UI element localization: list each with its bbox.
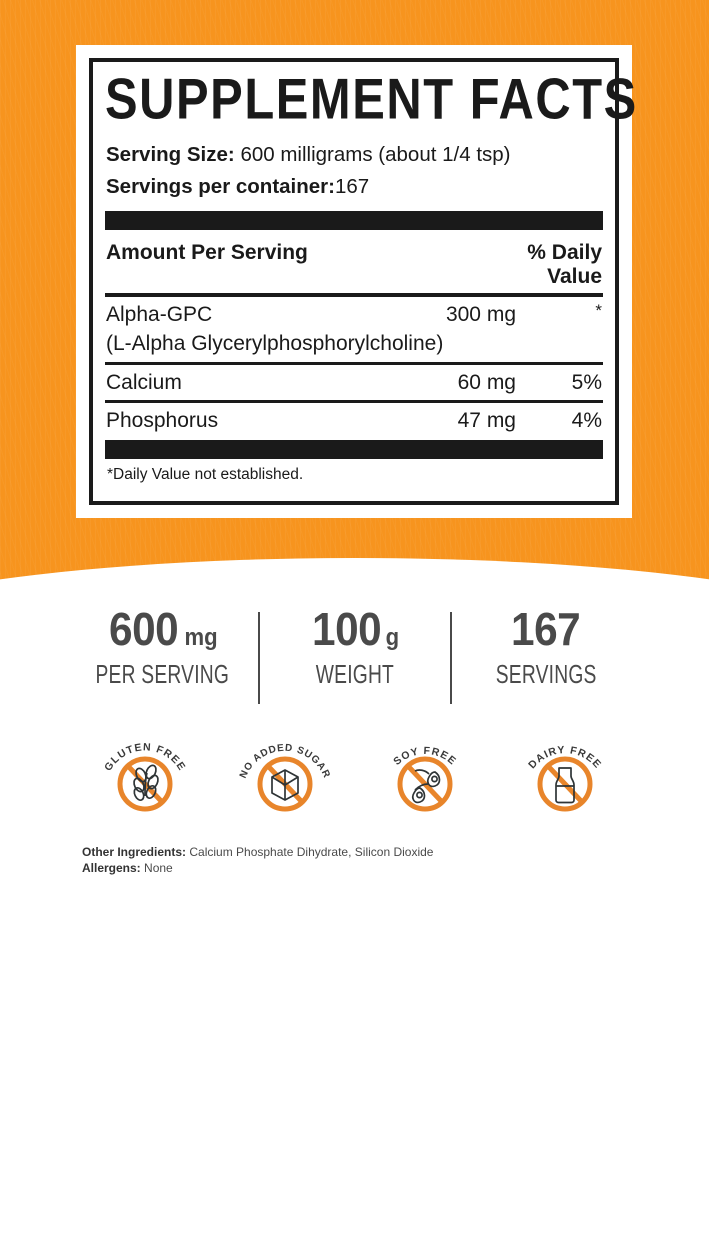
svg-text:SOY FREE: SOY FREE [391, 745, 458, 768]
servings-per-container-label: Servings per container: [106, 175, 335, 198]
wheat-icon [117, 756, 172, 812]
other-ingredients-value: Calcium Phosphate Dihydrate, Silicon Dio… [189, 845, 434, 859]
stat-caption: SERVINGS [496, 659, 597, 689]
daily-value-header: % Daily Value [527, 241, 602, 288]
stat-value-group: 600 mg [106, 606, 218, 652]
allergens-line: Allergens: None [82, 861, 642, 877]
supplement-facts-border: SUPPLEMENT FACTS Serving Size: 600 milli… [89, 58, 636, 505]
row-rule [105, 362, 603, 365]
badge-dairy-free: DAIRY FREE [513, 722, 617, 822]
table-header-row: Amount Per Serving % Daily Value [104, 230, 604, 293]
serving-size-label: Serving Size: [106, 143, 235, 166]
bottom-black-bar [105, 440, 603, 459]
header-rule [105, 293, 603, 297]
sugar-cube-icon [257, 756, 312, 812]
nutrient-name: Phosphorus [106, 409, 219, 432]
stat-divider [257, 612, 260, 704]
stat-number: 167 [511, 603, 581, 655]
stats-strip: 600 mg PER SERVING 100 g WEIGHT 167 SERV… [0, 606, 709, 706]
other-ingredients-label: Other Ingredients: [82, 845, 187, 859]
badge-no-added-sugar: NO ADDED SUGAR [233, 722, 337, 822]
allergens-label: Allergens: [82, 860, 141, 875]
ingredients-block: Other Ingredients: Calcium Phosphate Dih… [82, 845, 642, 876]
servings-per-container-line: Servings per container:167 [106, 173, 604, 200]
nutrient-amount: 300 mg [445, 303, 516, 326]
stat-caption: WEIGHT [315, 659, 394, 689]
table-row: Phosphorus 47 mg 4% [104, 403, 604, 438]
nutrient-amount: 47 mg [457, 409, 516, 432]
stat-caption: PER SERVING [95, 659, 230, 689]
row-rule [105, 400, 603, 403]
amount-per-serving-header: Amount Per Serving [106, 241, 308, 264]
stat-servings: 167 SERVINGS [452, 606, 642, 690]
certification-badges: GLUTEN FREE NO ADDED SUG [0, 722, 709, 822]
stat-per-serving: 600 mg PER SERVING [68, 606, 258, 690]
nutrient-name: Calcium [106, 371, 182, 394]
table-row: Calcium 60 mg 5% [104, 365, 604, 400]
milk-bottle-icon [537, 756, 592, 812]
stat-number: 100 [312, 603, 382, 655]
other-ingredients-line: Other Ingredients: Calcium Phosphate Dih… [82, 845, 642, 861]
badge-gluten-free: GLUTEN FREE [93, 722, 197, 822]
stat-weight: 100 g WEIGHT [260, 606, 450, 690]
stat-unit: mg [184, 624, 218, 651]
serving-size-value: 600 milligrams (about 1/4 tsp) [240, 143, 511, 166]
page-title: SUPPLEMENT FACTS [105, 66, 638, 131]
footnote: *Daily Value not established. [107, 466, 304, 483]
stat-value-group: 100 g [309, 606, 400, 652]
soybean-icon [397, 756, 452, 812]
servings-per-container-value: 167 [334, 175, 370, 198]
nutrient-daily-value: 4% [571, 409, 602, 432]
nutrient-name: Alpha-GPC [106, 303, 213, 326]
badge-label: SOY FREE [391, 745, 457, 768]
nutrient-amount: 60 mg [457, 371, 516, 394]
supplement-facts-panel: SUPPLEMENT FACTS Serving Size: 600 milli… [76, 45, 636, 518]
stat-divider [449, 612, 452, 704]
badge-soy-free: SOY FREE [373, 722, 477, 822]
top-black-bar [105, 211, 603, 230]
nutrient-daily-value: * [595, 301, 602, 320]
serving-size-line: Serving Size: 600 milligrams (about 1/4 … [106, 141, 604, 168]
stat-number: 600 [109, 603, 179, 655]
stat-value-group: 167 [508, 606, 584, 652]
allergens-value: None [144, 860, 173, 875]
nutrient-subname: (L-Alpha Glycerylphosphorylcholine) [106, 332, 444, 355]
stat-unit: g [385, 624, 400, 651]
nutrient-daily-value: 5% [571, 371, 602, 394]
table-row: Alpha-GPC 300 mg * [104, 297, 604, 332]
